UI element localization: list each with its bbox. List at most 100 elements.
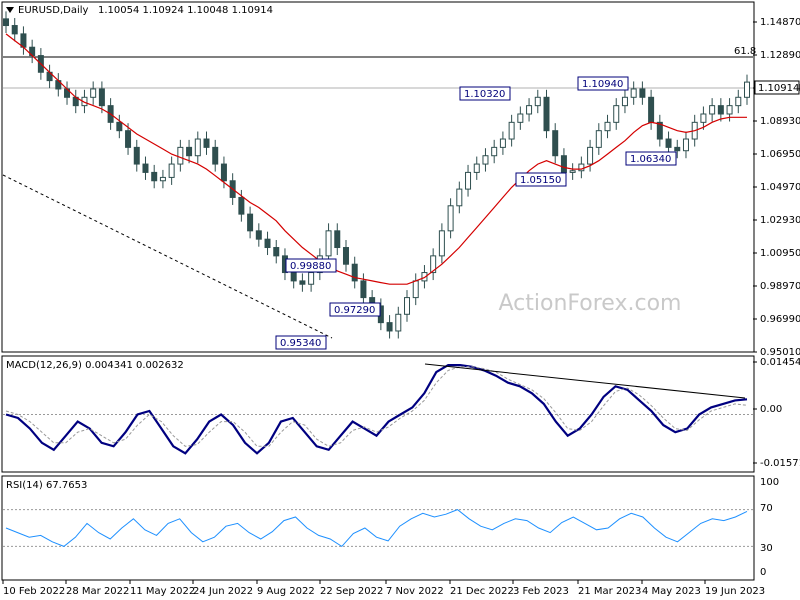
symbol-header: EURUSD,Daily 1.10054 1.10924 1.10048 1.1… xyxy=(6,5,273,16)
candle-body xyxy=(604,121,611,132)
last-price-label: 1.10914 xyxy=(758,83,799,94)
moving-average-line xyxy=(5,33,747,285)
price-annotation-box xyxy=(515,172,567,187)
price-axis-label: 1.04970 xyxy=(760,182,800,193)
price-axis-label: 0.95010 xyxy=(760,347,800,358)
price-annotation: 1.05150 xyxy=(515,172,567,187)
date-axis-label: 22 Sep 2022 xyxy=(320,586,383,597)
price-axis: 1.14870 1.12890 1.10914 1.08930 1.06950 1.049… xyxy=(753,17,800,358)
date-axis-label: 11 May 2022 xyxy=(130,586,195,597)
date-axis-label: 21 Mar 2023 xyxy=(578,586,641,597)
macd-line xyxy=(5,364,748,455)
rsi-lines xyxy=(3,509,753,548)
candle-body xyxy=(560,155,567,173)
candle-body xyxy=(526,105,533,115)
candle-body xyxy=(308,272,315,285)
candle-body xyxy=(578,163,585,172)
price-annotation-box xyxy=(625,151,677,166)
candle-body xyxy=(11,25,18,35)
candle-body xyxy=(273,247,280,257)
rsi-axis-label: 70 xyxy=(760,503,773,514)
candle-body xyxy=(264,238,271,249)
candle-body xyxy=(473,163,480,173)
candle-body xyxy=(717,105,724,115)
candle-body xyxy=(168,163,175,178)
date-axis-label: 19 Jun 2023 xyxy=(705,586,765,597)
date-axis-label: 4 May 2023 xyxy=(642,586,701,597)
candle-body xyxy=(639,88,646,98)
candle-body xyxy=(665,138,672,148)
candle-body xyxy=(587,146,594,165)
price-annotation-label: 1.10320 xyxy=(464,89,505,100)
candle-body xyxy=(744,81,750,98)
candle-body xyxy=(465,171,472,190)
price-annotation-box xyxy=(459,86,511,101)
candle-body xyxy=(177,146,184,165)
candle-body xyxy=(247,213,254,232)
watermark-text: ActionForex.com xyxy=(499,291,682,316)
last-price-box xyxy=(754,80,800,95)
candle-body xyxy=(290,272,297,282)
price-trendline xyxy=(2,174,333,339)
price-annotation-label: 0.95340 xyxy=(280,338,321,349)
candle-body xyxy=(447,205,454,232)
candle-body xyxy=(552,130,559,157)
dropdown-arrow-icon xyxy=(6,7,14,13)
candle-body xyxy=(630,88,637,98)
candle-body xyxy=(220,163,227,182)
price-annotation: 0.97290 xyxy=(329,302,381,317)
price-annotation-box xyxy=(329,302,381,317)
candle-body xyxy=(194,138,201,157)
macd-axis-label: -0.015712 xyxy=(760,458,800,469)
price-axis-label: 1.06950 xyxy=(760,149,800,160)
price-candles xyxy=(3,11,750,339)
candle-body xyxy=(212,146,219,165)
candle-body xyxy=(342,247,349,265)
candle-body xyxy=(159,176,166,182)
price-annotation-label: 0.99880 xyxy=(290,261,331,272)
date-axis-label: 21 Dec 2022 xyxy=(450,586,514,597)
candle-body xyxy=(133,146,140,165)
macd-lines xyxy=(3,363,753,455)
rsi-title: RSI(14) 67.7653 xyxy=(6,480,87,491)
price-annotations: 1.10320 1.10940 1.05150 1.06340 0.95340 0.998… xyxy=(275,76,677,350)
price-axis-label: 1.00950 xyxy=(760,248,800,259)
price-axis-label: 1.08930 xyxy=(760,116,800,127)
candle-body xyxy=(116,121,123,132)
candle-body xyxy=(125,130,132,148)
candle-body xyxy=(386,322,393,332)
price-annotation-label: 1.10940 xyxy=(582,79,623,90)
price-annotation-box xyxy=(577,76,629,91)
date-axis-label: 7 Nov 2022 xyxy=(386,586,444,597)
price-annotation: 1.10940 xyxy=(577,76,629,91)
fib-level-label: 61.8 xyxy=(734,46,756,57)
candle-body xyxy=(499,138,506,148)
price-annotation-label: 0.97290 xyxy=(334,305,375,316)
price-axis-label: 1.14870 xyxy=(760,17,800,28)
rsi-axis-label: 30 xyxy=(760,543,773,554)
price-annotation-label: 1.05150 xyxy=(520,175,561,186)
candle-body xyxy=(395,313,402,332)
candle-body xyxy=(203,138,210,148)
candle-body xyxy=(569,170,576,173)
candle-body xyxy=(656,121,663,140)
rsi-axis-label: 100 xyxy=(760,477,779,488)
signal-line xyxy=(5,366,748,447)
candle-body xyxy=(360,280,367,299)
macd-title: MACD(12,26,9) 0.004341 0.002632 xyxy=(6,360,184,371)
candle-body xyxy=(438,230,445,257)
price-annotation: 0.99880 xyxy=(285,258,337,273)
macd-axis-label: 0.014549 xyxy=(760,357,800,368)
date-axis-label: 9 Aug 2022 xyxy=(257,586,315,597)
price-annotation-box xyxy=(275,335,327,350)
symbol-name: EURUSD,Daily xyxy=(18,5,89,16)
candle-body xyxy=(412,280,419,299)
candle-body xyxy=(595,130,602,148)
candle-body xyxy=(430,255,437,274)
macd-trendline xyxy=(424,363,746,399)
candle-body xyxy=(142,163,149,173)
candle-body xyxy=(491,146,498,157)
candle-body xyxy=(648,96,655,123)
